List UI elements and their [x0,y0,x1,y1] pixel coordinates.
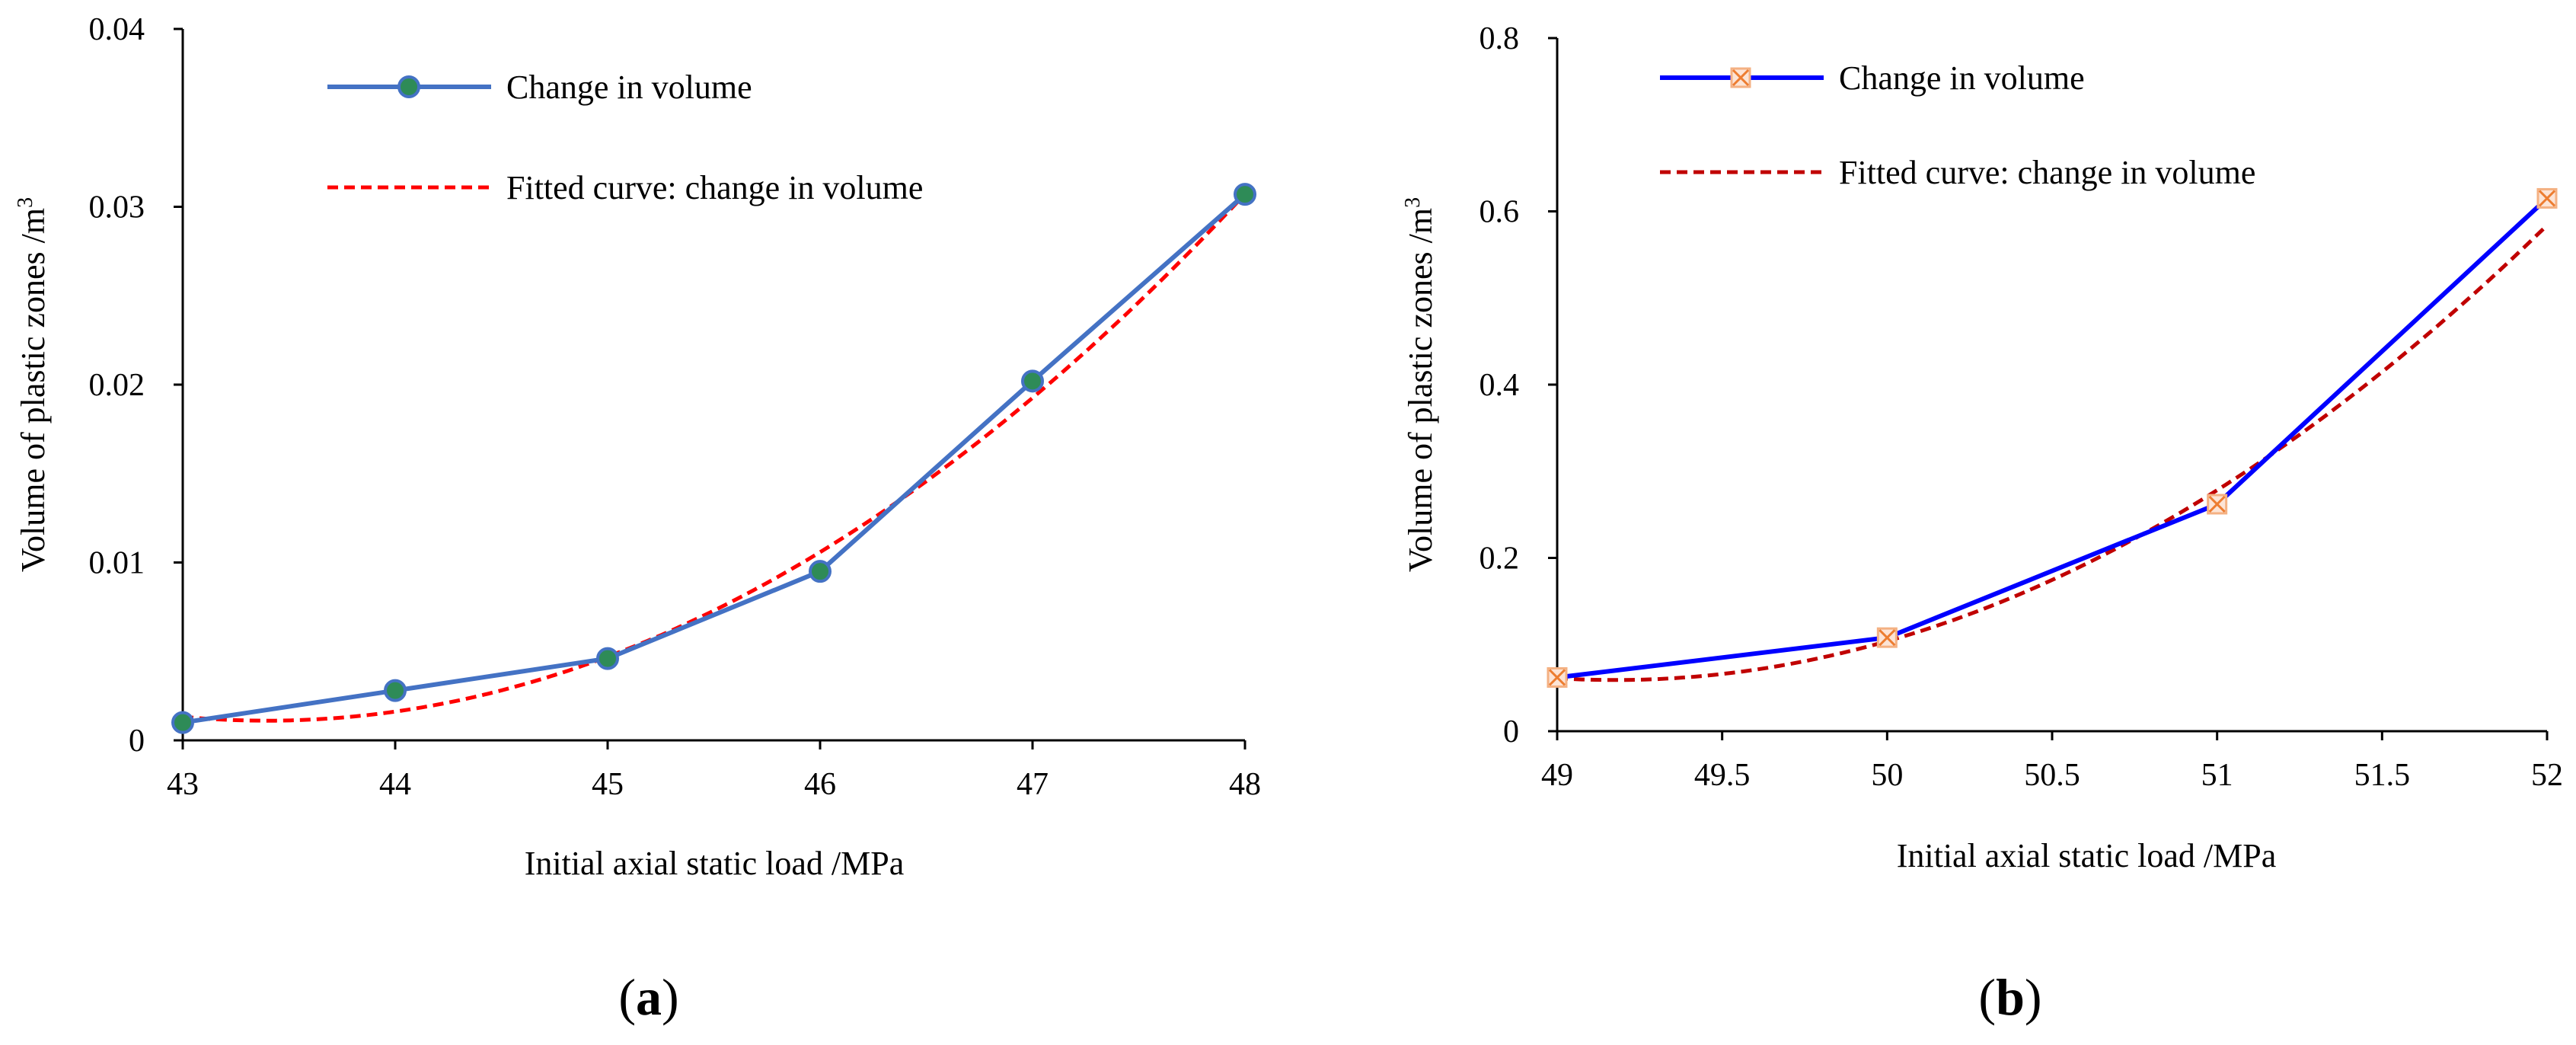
panel-a-volume-point [809,560,832,583]
panel-b-legend-label-volume: Change in volume [1839,59,2085,97]
panel-a-y-tick-label: 0.01 [89,546,145,581]
panel-a-y-label: Volume of plastic zones /m3 [14,197,52,572]
panel-a-x-tick-label: 46 [804,767,836,802]
panel-a-x-label: Initial axial static load /MPa [525,845,905,882]
panel-b-y-tick-label: 0 [1503,714,1519,749]
panel-a-volume-point [1021,369,1044,393]
panel-a-legend: Change in volume Fitted curve: change in… [327,69,923,206]
panel-a-fitted-curve [182,192,1247,723]
panel-b-x-tick-label: 50 [1871,758,1903,793]
panel-b-fitted-curve [1556,223,2549,682]
panel-a-volume-line [182,192,1247,725]
panel-b-y-tick-label: 0.8 [1480,21,1520,56]
panel-b-y-label: Volume of plastic zones /m3 [1401,197,1439,572]
panel-b-volume-point [1547,666,1568,688]
panel-a-y-tick-label: 0.04 [89,12,145,47]
panel-b-x-tick-label: 49.5 [1694,758,1751,793]
panel-b-x-tick-label: 49 [1541,758,1573,793]
panel-a-x-tick-label: 43 [167,767,199,802]
panel-b-volume-point [1876,627,1898,648]
panel-a-x-tick-label: 44 [379,767,411,802]
panel-a-volume-point [384,679,407,702]
panel-b-volume-point [2207,494,2228,515]
panel-a-y-tick-label: 0.03 [89,190,145,225]
panel-b-volume-line [1556,197,2549,680]
panel-b-y-tick-label: 0.2 [1480,542,1520,577]
panel-b-x-label: Initial axial static load /MPa [1897,837,2277,874]
panel-a-x-tick-label: 45 [592,767,624,802]
panel-b-y-tick-label: 0.4 [1480,368,1520,403]
panel-b-x-tick-label: 50.5 [2024,758,2080,793]
panel-b: 49 49.5 50 50.5 51 51.5 52 0 0.2 0.4 0.6 0.8 Volume… [1401,21,2563,1026]
panel-b-legend-label-fitted: Fitted curve: change in volume [1839,154,2255,191]
panel-b-x-tick-label: 51.5 [2354,758,2411,793]
panel-b-x-tick-label: 51 [2201,758,2233,793]
panel-a-legend-label-fitted: Fitted curve: change in volume [506,169,923,206]
panel-b-x-tick-label: 52 [2531,758,2563,793]
panel-a-legend-marker-volume [397,75,420,98]
panel-a-legend-label-volume: Change in volume [506,69,752,106]
panel-a-volume-point [1234,183,1256,206]
panel-a-x-tick-label: 48 [1229,767,1261,802]
panel-a: 43 44 45 46 47 48 0 0.01 0.02 0.03 0.04 Volume of … [14,12,1261,1026]
panel-a-volume-point [171,711,194,734]
panel-b-legend: Change in volume Fitted curve: change in… [1660,59,2255,191]
panel-a-y-tick-label: 0.02 [89,368,145,403]
panel-a-caption: (a) [618,968,678,1026]
panel-b-caption: (b) [1978,968,2041,1026]
panel-b-legend-marker-volume [1730,67,1751,88]
panel-b-y-tick-label: 0.6 [1480,195,1520,230]
panel-a-y-tick-label: 0 [129,724,145,759]
panel-a-x-tick-label: 47 [1017,767,1049,802]
panel-a-volume-point [596,647,619,670]
panel-b-volume-point [2536,187,2558,209]
